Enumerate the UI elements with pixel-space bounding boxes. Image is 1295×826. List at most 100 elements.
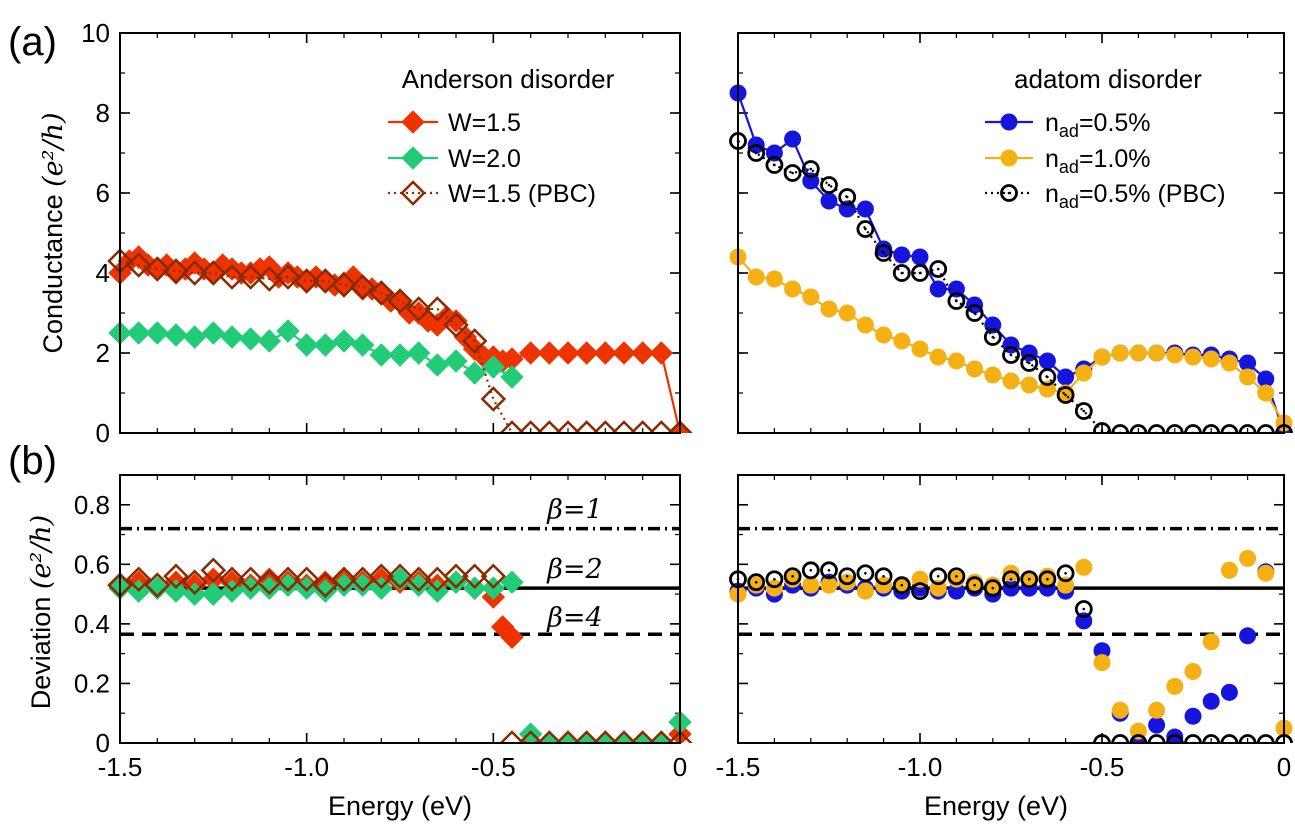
data-point-center-dot <box>773 163 776 167</box>
data-point <box>573 730 600 743</box>
data-point-center-dot <box>827 568 831 572</box>
data-point <box>765 156 784 174</box>
data-point <box>893 246 911 264</box>
data-point-center-dot <box>754 151 758 155</box>
data-point <box>838 573 856 591</box>
y-tick-label: 8 <box>96 98 110 128</box>
data-point <box>1148 344 1166 362</box>
ylabel-top-unit: (e²/h) <box>38 113 69 187</box>
data-point <box>592 420 619 433</box>
data-point <box>801 160 820 178</box>
series-2 <box>107 248 693 433</box>
data-point <box>1239 549 1257 567</box>
data-point <box>368 563 395 590</box>
data-point <box>574 341 599 365</box>
data-point <box>947 567 966 586</box>
data-point <box>275 264 301 290</box>
x-axis-label-right: Energy (eV) <box>924 791 1068 821</box>
legend-title: adatom disorder <box>1014 64 1202 94</box>
data-point <box>349 274 376 300</box>
data-point <box>443 312 469 338</box>
data-point <box>1184 707 1202 725</box>
data-point <box>984 366 1002 384</box>
data-point <box>611 730 637 743</box>
data-point <box>875 326 893 344</box>
data-point <box>1074 402 1093 420</box>
data-point <box>182 325 207 349</box>
data-point <box>612 341 636 365</box>
data-point <box>911 248 929 266</box>
data-point <box>1038 352 1056 370</box>
reference-line-label: β=2 <box>546 554 602 585</box>
data-point <box>966 360 984 378</box>
data-point <box>1202 692 1220 710</box>
data-point-center-dot <box>1082 607 1086 611</box>
data-point <box>220 325 244 349</box>
y-tick-label: 6 <box>96 178 110 208</box>
data-point <box>1056 564 1075 583</box>
data-point <box>369 343 394 367</box>
data-point <box>125 566 152 592</box>
data-point-center-dot <box>991 586 995 590</box>
data-point <box>838 188 857 206</box>
data-point <box>783 164 802 182</box>
data-point <box>1002 570 1020 589</box>
ylabel-bottom-unit: (e²/h) <box>26 515 57 589</box>
data-point <box>1148 701 1166 719</box>
data-point-center-dot <box>1046 577 1049 581</box>
data-point <box>461 328 488 354</box>
data-point-center-dot <box>955 574 958 578</box>
data-point <box>1202 424 1221 433</box>
data-point <box>1093 654 1111 672</box>
data-point-center-dot <box>1082 409 1086 413</box>
panel-a-right: adatom disorder nad=0.5% nad=1.0%nad=0.5% … <box>729 32 1293 434</box>
data-point <box>350 333 375 357</box>
data-point <box>1093 422 1111 433</box>
data-point <box>1020 376 1038 394</box>
data-point-center-dot <box>882 574 885 578</box>
data-point <box>164 579 188 603</box>
data-point <box>126 321 151 345</box>
data-point <box>1147 734 1166 743</box>
data-point <box>820 300 838 318</box>
data-point <box>293 566 320 592</box>
legend: Anderson disorder W=1.5 W=2.0 W=1.5 (PBC) <box>388 64 615 208</box>
data-point <box>784 130 802 148</box>
axes-frame <box>737 474 1285 744</box>
data-point <box>444 349 468 373</box>
data-point <box>747 268 765 286</box>
data-point <box>480 563 507 590</box>
data-point <box>983 579 1002 598</box>
data-point <box>911 264 929 282</box>
data-point <box>201 321 226 345</box>
data-point <box>443 563 469 590</box>
y-axis-label-conductance: Conductance (e²/h) <box>38 113 69 354</box>
data-point <box>892 576 911 595</box>
data-point <box>929 260 948 278</box>
data-point <box>802 576 820 594</box>
data-point-center-dot <box>1027 577 1031 581</box>
x-tick-label: -1.0 <box>284 752 329 782</box>
data-point-center-dot <box>900 583 904 587</box>
data-point-center-dot <box>918 589 922 593</box>
data-point <box>648 730 675 743</box>
axes-frame <box>737 32 1285 434</box>
data-point <box>1093 734 1111 743</box>
data-point <box>1220 354 1238 372</box>
data-point <box>1239 354 1257 372</box>
legend-label: nad=0.5% (PBC) <box>1045 180 1226 212</box>
data-point <box>219 264 245 290</box>
data-point <box>276 319 300 343</box>
data-point <box>388 343 412 367</box>
data-point <box>1202 633 1220 651</box>
data-point <box>536 730 563 743</box>
x-tick-label: -1.5 <box>98 752 143 782</box>
data-point <box>630 341 655 365</box>
data-point <box>747 144 766 162</box>
data-point <box>1129 344 1147 362</box>
data-point <box>1129 734 1148 743</box>
x-tick-label: -0.5 <box>471 752 516 782</box>
data-point <box>893 332 911 350</box>
data-point-center-dot <box>791 171 794 175</box>
data-point <box>444 309 468 333</box>
